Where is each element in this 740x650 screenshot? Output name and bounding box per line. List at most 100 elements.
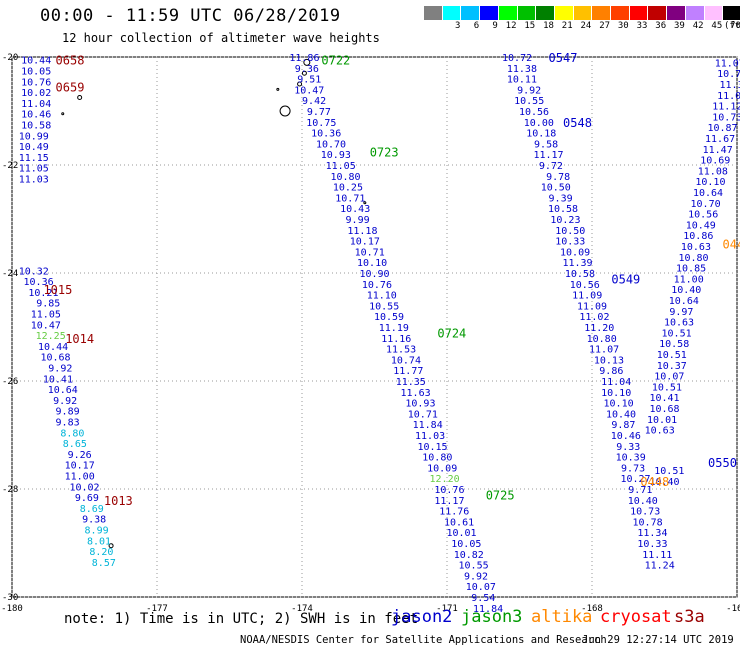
wave-height-point: 11.05 [31, 310, 61, 321]
wave-height-point: 11.02 [579, 312, 609, 323]
wave-height-point: 10.13 [594, 355, 624, 366]
wave-height-point: 10.05 [21, 67, 51, 78]
scale-label: 30 [617, 21, 629, 31]
wave-height-point: 10.64 [693, 188, 723, 199]
wave-height-point: 10.07 [466, 582, 496, 593]
wave-height-point: 10.36 [311, 129, 341, 140]
wave-height-point: 10.09 [560, 247, 590, 258]
scale-swatch [592, 6, 612, 20]
wave-height-point: 9.77 [307, 107, 331, 118]
wave-height-point: 10.82 [454, 550, 484, 561]
wave-height-point: 10.76 [434, 485, 464, 496]
wave-height-point: 10.50 [541, 183, 571, 194]
pass-time-label: 0659 [56, 81, 85, 95]
color-scale-unit: (ft) [724, 21, 740, 31]
wave-height-point: 9.51 [297, 75, 321, 86]
wave-height-point: 11.00 [65, 472, 95, 483]
wave-height-point: 10.44 [38, 342, 68, 353]
pass-time-label: 0724 [437, 326, 466, 340]
wave-height-point: 9.92 [464, 571, 488, 582]
scale-label: 27 [599, 21, 611, 31]
scale-swatch [573, 6, 593, 20]
wave-height-point: 10.21 [28, 288, 58, 299]
wave-height-point: 10.47 [294, 85, 324, 96]
wave-height-point: 12.25 [36, 331, 66, 342]
wave-height-point: 10.68 [649, 404, 679, 415]
wave-height-point: 11.17 [533, 150, 563, 161]
wave-height-point: 10.41 [649, 393, 679, 404]
wave-height-point: 11.03 [19, 175, 49, 186]
wave-height-point: 8.69 [80, 504, 104, 515]
y-tick-label: -22 [2, 161, 18, 171]
wave-height-point: 10.51 [657, 350, 687, 361]
pass-time-label: 0548 [563, 116, 592, 130]
wave-height-point: 10.15 [417, 442, 447, 453]
legend-jason2: jason2 [391, 607, 453, 627]
wave-height-point: 9.85 [36, 299, 60, 310]
wave-height-point: 8.99 [85, 526, 109, 537]
wave-height-point: 9.42 [302, 96, 326, 107]
wave-height-point: 10.36 [24, 277, 54, 288]
chart-title: 00:00 - 11:59 UTC 06/28/2019 [40, 6, 341, 26]
wave-height-point: 11.05 [19, 164, 49, 175]
wave-height-point: 11.15 [19, 153, 49, 164]
plot-frame [11, 56, 738, 598]
wave-height-point: 9.71 [628, 485, 652, 496]
y-tick-label: -26 [2, 377, 18, 387]
scale-label: 39 [674, 21, 685, 31]
wave-height-point: 10.70 [691, 199, 721, 210]
wave-height-point: 10.58 [548, 204, 578, 215]
wave-height-point: 10.76 [21, 77, 51, 88]
scale-label: 18 [543, 21, 554, 31]
wave-height-point: 10.10 [357, 258, 387, 269]
island-outline [363, 201, 367, 205]
scale-label: 9 [492, 21, 498, 31]
y-tick-label: -28 [2, 485, 18, 495]
scale-swatch [611, 6, 630, 20]
wave-height-point: 10.50 [555, 226, 585, 237]
island-outline [303, 58, 311, 66]
wave-height-point: 10.23 [550, 215, 580, 226]
wave-height-point: 10.56 [519, 107, 549, 118]
pass-time-label: 1013 [104, 494, 133, 508]
wave-height-point: 11.08 [698, 166, 728, 177]
wave-height-point: 10.73 [712, 112, 740, 123]
wave-height-point: 10.17 [350, 237, 380, 248]
wave-height-point: 10.56 [688, 210, 718, 221]
wave-height-point: 11.38 [507, 64, 537, 75]
wave-height-point: 11.09 [572, 291, 602, 302]
wave-height-point: 11.39 [562, 258, 592, 269]
wave-height-point: 10.44 [21, 56, 51, 67]
wave-height-point: 10.99 [19, 131, 49, 142]
scale-swatch [480, 6, 499, 20]
scale-swatch [629, 6, 649, 20]
scale-swatch [685, 6, 705, 20]
wave-height-point: 10.58 [565, 269, 595, 280]
wave-height-point: 10.47 [31, 320, 61, 331]
y-tick-label: -24 [2, 269, 18, 279]
wave-height-point: 11.04 [21, 99, 51, 110]
wave-height-point: 11.47 [703, 145, 733, 156]
wave-height-point: 10.71 [335, 193, 365, 204]
chart-subtitle: 12 hour collection of altimeter wave hei… [62, 31, 380, 45]
wave-height-point: 10.41 [43, 374, 73, 385]
wave-height-point: 11.53 [386, 345, 416, 356]
wave-height-point: 10.02 [69, 482, 99, 493]
wave-height-point: 11.04 [601, 377, 631, 388]
scale-label: 33 [636, 21, 648, 31]
wave-height-point: 8.20 [89, 547, 113, 558]
wave-height-point: 10.51 [662, 328, 692, 339]
wave-height-point: 10.07 [654, 372, 684, 383]
scale-swatch [424, 6, 443, 20]
wave-height-point: 11.67 [705, 134, 735, 145]
island-outline [77, 95, 83, 100]
wave-height-point: 10.59 [374, 312, 404, 323]
wave-height-point: 11.86 [289, 53, 319, 64]
scale-label: 70 [730, 21, 740, 31]
wave-height-point: 10.49 [686, 220, 716, 231]
wave-height-point: 9.97 [669, 307, 693, 318]
wave-height-point: 10.32 [19, 266, 49, 277]
wave-height-point: 9.86 [599, 366, 623, 377]
wave-height-color-scale [424, 6, 740, 20]
wave-height-point: 10.93 [405, 399, 435, 410]
